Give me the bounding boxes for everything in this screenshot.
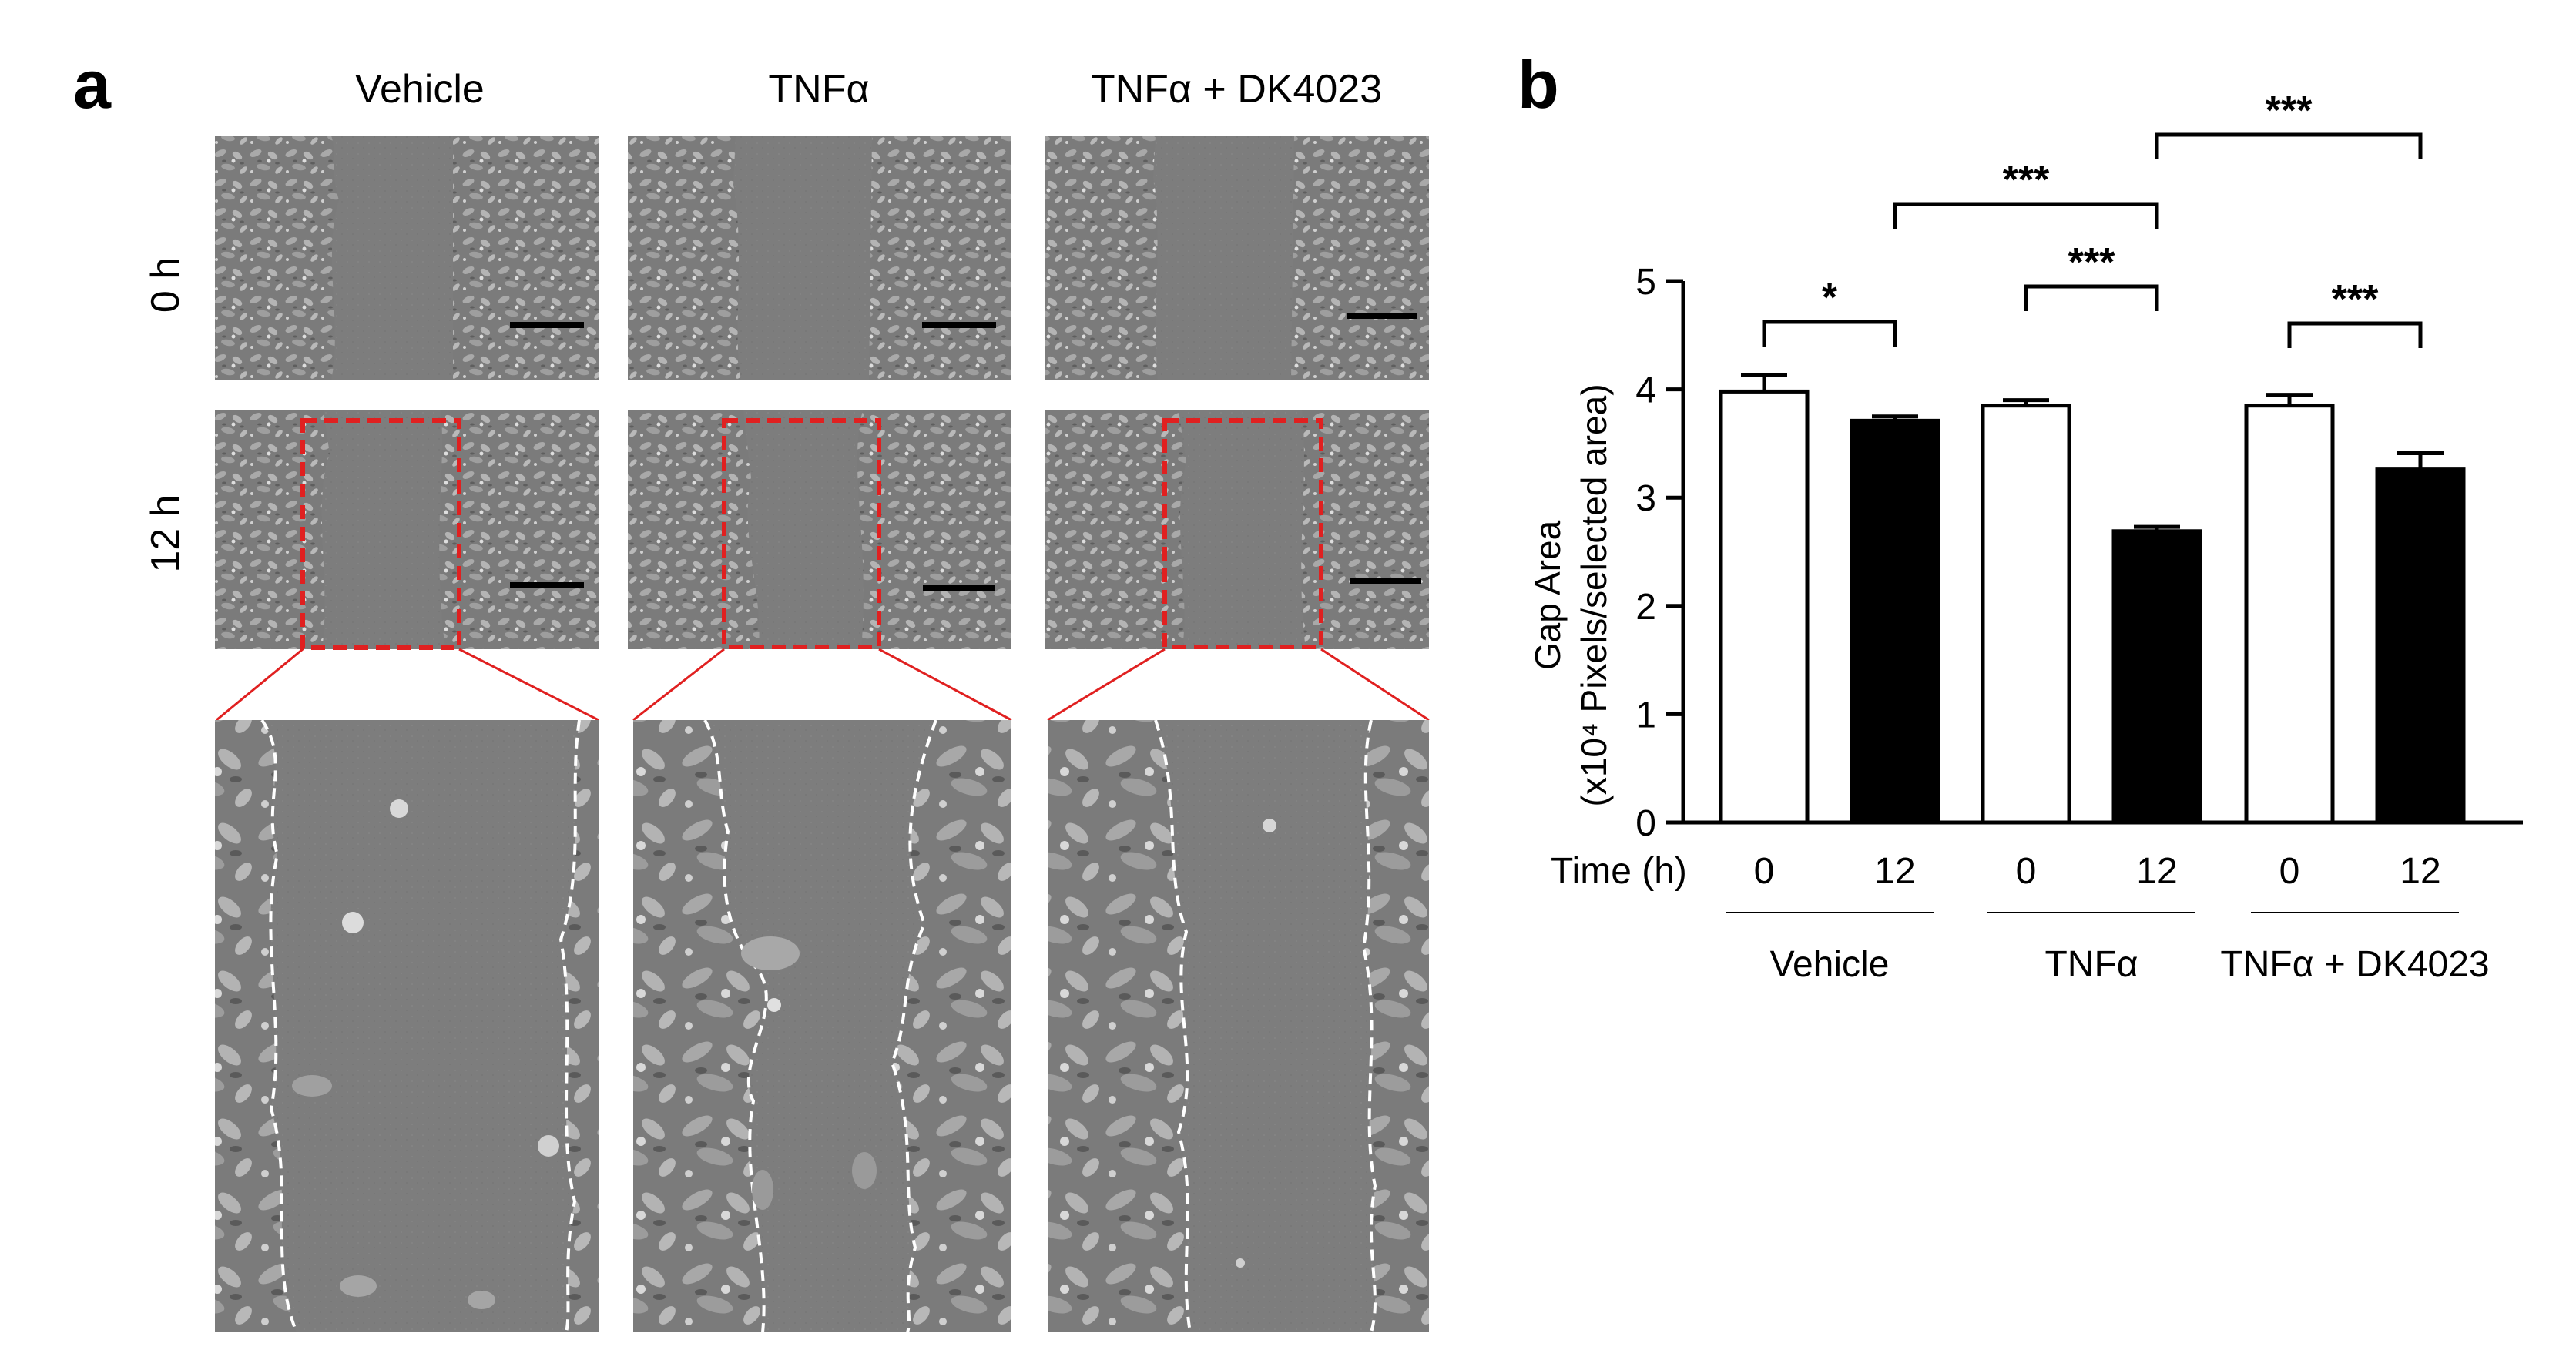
significance-bracket	[1893, 202, 2159, 229]
bar	[1850, 418, 1940, 825]
micrograph-vehicle-0h	[215, 136, 599, 380]
x-tick-label: 0	[1754, 851, 1775, 892]
scale-bar	[923, 585, 995, 591]
panel-b-letter: b	[1518, 46, 1559, 122]
x-tick-label: 12	[1874, 851, 1915, 892]
y-axis-label-units: (x10⁴ Pixels/selected area)	[1574, 384, 1614, 806]
y-axis-label: Gap Area	[1528, 520, 1568, 670]
x-tick-label: 12	[2400, 851, 2440, 892]
zoom-region-box	[1162, 418, 1323, 649]
y-tick-label: 5	[1635, 262, 1656, 303]
zoom-connectors	[216, 648, 1430, 722]
group-label: Vehicle	[1770, 944, 1890, 985]
y-tick-label: 0	[1635, 803, 1656, 844]
significance-bracket	[2287, 321, 2423, 348]
x-tick-label: 0	[2279, 851, 2300, 892]
bar	[2375, 467, 2466, 825]
zoom-micrograph-tnfa-dk4023	[1048, 719, 1429, 1333]
significance-bracket	[1762, 320, 1897, 347]
y-tick-label: 4	[1635, 370, 1656, 411]
scale-bar	[1347, 313, 1417, 319]
significance-label: *	[1822, 276, 1838, 320]
micrograph-vehicle-12h	[215, 410, 599, 650]
significance-bracket	[2155, 132, 2423, 159]
column-header-tnfa: TNFα	[768, 67, 869, 112]
significance-label: ***	[2003, 158, 2050, 203]
y-tick-label: 2	[1635, 587, 1656, 628]
y-tick-label: 1	[1635, 695, 1656, 735]
panel-a-letter: a	[73, 46, 112, 122]
significance-label: ***	[2332, 277, 2379, 322]
significance-label: ***	[2068, 240, 2115, 285]
zoom-region-box	[722, 418, 881, 649]
micrograph-tnfa-dk4023-12h	[1045, 410, 1429, 649]
scale-bar	[510, 322, 584, 328]
zoom-micrograph-vehicle	[215, 719, 599, 1333]
zoom-region-box	[300, 418, 461, 650]
group-label: TNFα + DK4023	[2220, 944, 2489, 985]
bar	[2111, 529, 2202, 825]
scale-bar	[1350, 578, 1421, 584]
micrograph-tnfa-12h	[628, 410, 1011, 649]
zoom-micrograph-tnfa	[633, 719, 1011, 1333]
row-label-12h: 12 h	[143, 494, 188, 572]
bar	[1719, 389, 1810, 825]
micrograph-tnfa-0h	[628, 136, 1011, 380]
x-tick-label: 0	[2016, 851, 2037, 892]
row-label-0h: 0 h	[143, 257, 188, 313]
micrograph-tnfa-dk4023-0h	[1045, 136, 1429, 380]
bar	[2244, 404, 2335, 825]
y-tick-label: 3	[1635, 478, 1656, 519]
scale-bar	[510, 582, 584, 588]
column-header-vehicle: Vehicle	[355, 67, 485, 112]
bar	[1981, 404, 2071, 825]
x-row-label: Time (h)	[1551, 851, 1687, 892]
scale-bar	[922, 322, 996, 328]
x-tick-label: 12	[2136, 851, 2177, 892]
column-header-tnfa-dk4023: TNFα + DK4023	[1091, 67, 1382, 112]
significance-label: ***	[2266, 89, 2313, 133]
significance-bracket	[2024, 284, 2159, 311]
group-label: TNFα	[2044, 944, 2138, 985]
